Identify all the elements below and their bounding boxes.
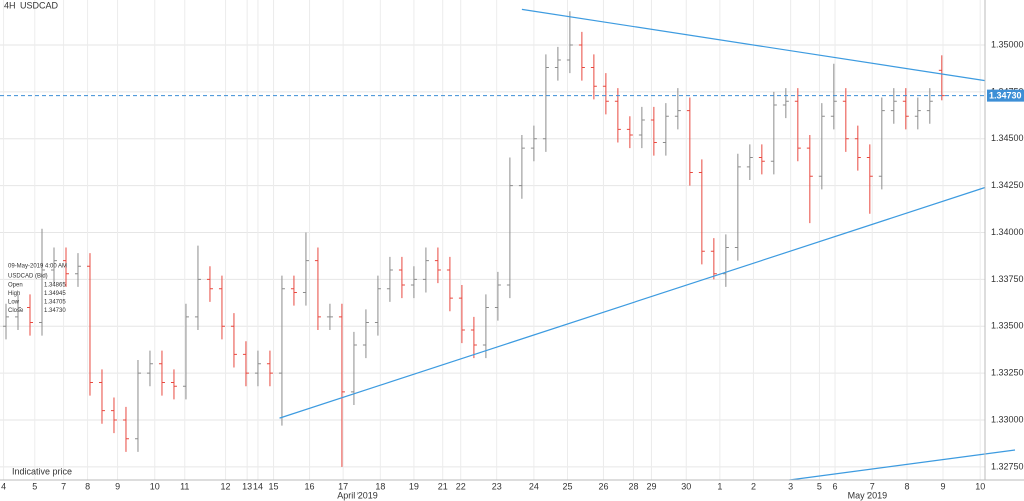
current-price-box [987,89,1024,102]
x-tick-label: 11 [180,481,189,491]
x-tick-label: 8 [85,481,90,491]
info-value: 1.34865 [44,283,66,289]
x-tick-label: 17 [338,481,348,491]
trend-line [521,8,986,82]
x-tick-label: 5 [32,481,37,491]
x-tick-label: 26 [598,481,608,491]
x-tick-label: 7 [61,481,66,491]
x-tick-label: 1 [717,481,722,491]
x-tick-label: 15 [269,481,279,491]
info-box: 09-May-2019 4:00 AM USDCAD (Bid) Open 1.3… [8,264,67,315]
info-value: 1.34945 [44,291,66,297]
info-time: 09-May-2019 4:00 AM [8,264,67,270]
y-tick-label: 1.33500 [991,321,1024,331]
y-tick-label: 1.32750 [991,461,1024,471]
marks [0,8,1016,481]
current-price-label: 1.34730 [989,91,1022,101]
y-tick-label: 1.33000 [991,414,1024,424]
x-tick-label: 23 [492,481,502,491]
month-label: April 2019 [337,490,378,500]
x-tick-label: 8 [905,481,910,491]
y-tick-label: 1.33750 [991,274,1024,284]
y-tick-label: 1.34000 [991,227,1024,237]
month-label: May 2019 [848,490,888,500]
x-tick-label: 29 [646,481,656,491]
x-tick-label: 10 [150,481,160,491]
symbol: USDCAD [20,0,59,10]
info-value: 1.34705 [44,300,66,306]
info-key: High [8,291,20,297]
x-tick-label: 5 [817,481,822,491]
x-tick-label: 19 [409,481,419,491]
x-tick-label: 28 [628,481,638,491]
x-tick-label: 9 [941,481,946,491]
timeframe: 4H [4,0,16,10]
info-value: 1.34730 [44,308,66,314]
footnote: Indicative price [12,466,72,476]
x-tick-label: 24 [529,481,539,491]
trend-line [789,449,1016,481]
info-key: Open [8,283,23,289]
y-tick-label: 1.33250 [991,368,1024,378]
x-tick-label: 7 [870,481,875,491]
x-tick-label: 6 [833,481,838,491]
y-tick-label: 1.34500 [991,133,1024,143]
info-instrument: USDCAD (Bid) [8,274,48,280]
x-tick-label: 16 [305,481,315,491]
x-tick-label: 21 [438,481,448,491]
x-tick-label: 10 [975,481,985,491]
x-tick-label: 2 [751,481,756,491]
x-tick-label: 13 [242,481,252,491]
x-tick-label: 18 [375,481,385,491]
x-tick-label: 14 [253,481,263,491]
info-key: Close [8,308,24,314]
info-key: Low [8,300,20,306]
x-tick-label: 22 [456,481,466,491]
x-tick-label: 9 [115,481,120,491]
y-tick-label: 1.35000 [991,39,1024,49]
x-tick-label: 25 [562,481,572,491]
x-tick-label: 12 [221,481,231,491]
trend-line [279,186,986,419]
x-tick-label: 3 [788,481,793,491]
x-tick-label: 30 [681,481,691,491]
x-tick-label: 4 [1,481,6,491]
grid [0,0,985,480]
y-tick-label: 1.34250 [991,180,1024,190]
